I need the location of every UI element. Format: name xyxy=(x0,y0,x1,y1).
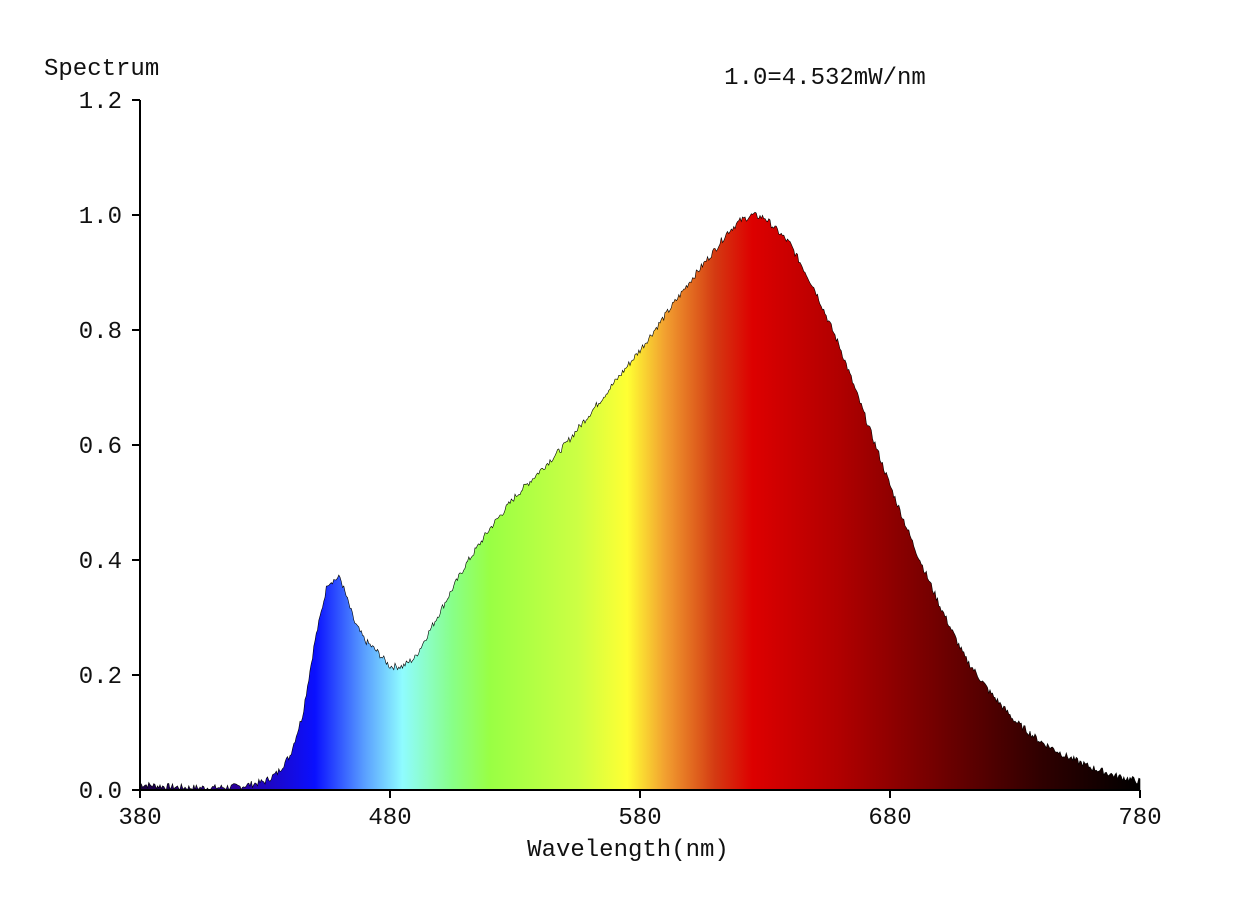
x-tick-label: 580 xyxy=(618,805,661,832)
y-axis-label: Spectrum xyxy=(44,56,159,83)
y-tick-label: 1.0 xyxy=(79,204,122,231)
x-tick-label: 780 xyxy=(1118,805,1161,832)
y-tick-label: 0.2 xyxy=(79,664,122,691)
y-ticks: 0.0 0.2 0.4 0.6 0.8 1.0 1.2 xyxy=(79,89,140,806)
x-tick-label: 380 xyxy=(118,805,161,832)
y-tick-label: 0.4 xyxy=(79,549,122,576)
y-tick-label: 0.6 xyxy=(79,434,122,461)
x-axis-label: Wavelength(nm) xyxy=(527,837,729,864)
y-tick-label: 0.0 xyxy=(79,779,122,806)
x-ticks: 380 480 580 680 780 xyxy=(118,790,1162,832)
x-tick-label: 680 xyxy=(868,805,911,832)
y-tick-label: 0.8 xyxy=(79,319,122,346)
spectrum-area xyxy=(139,211,1141,791)
scale-annotation: 1.0=4.532mW/nm xyxy=(724,65,926,92)
x-tick-label: 480 xyxy=(368,805,411,832)
y-tick-label: 1.2 xyxy=(79,89,122,116)
